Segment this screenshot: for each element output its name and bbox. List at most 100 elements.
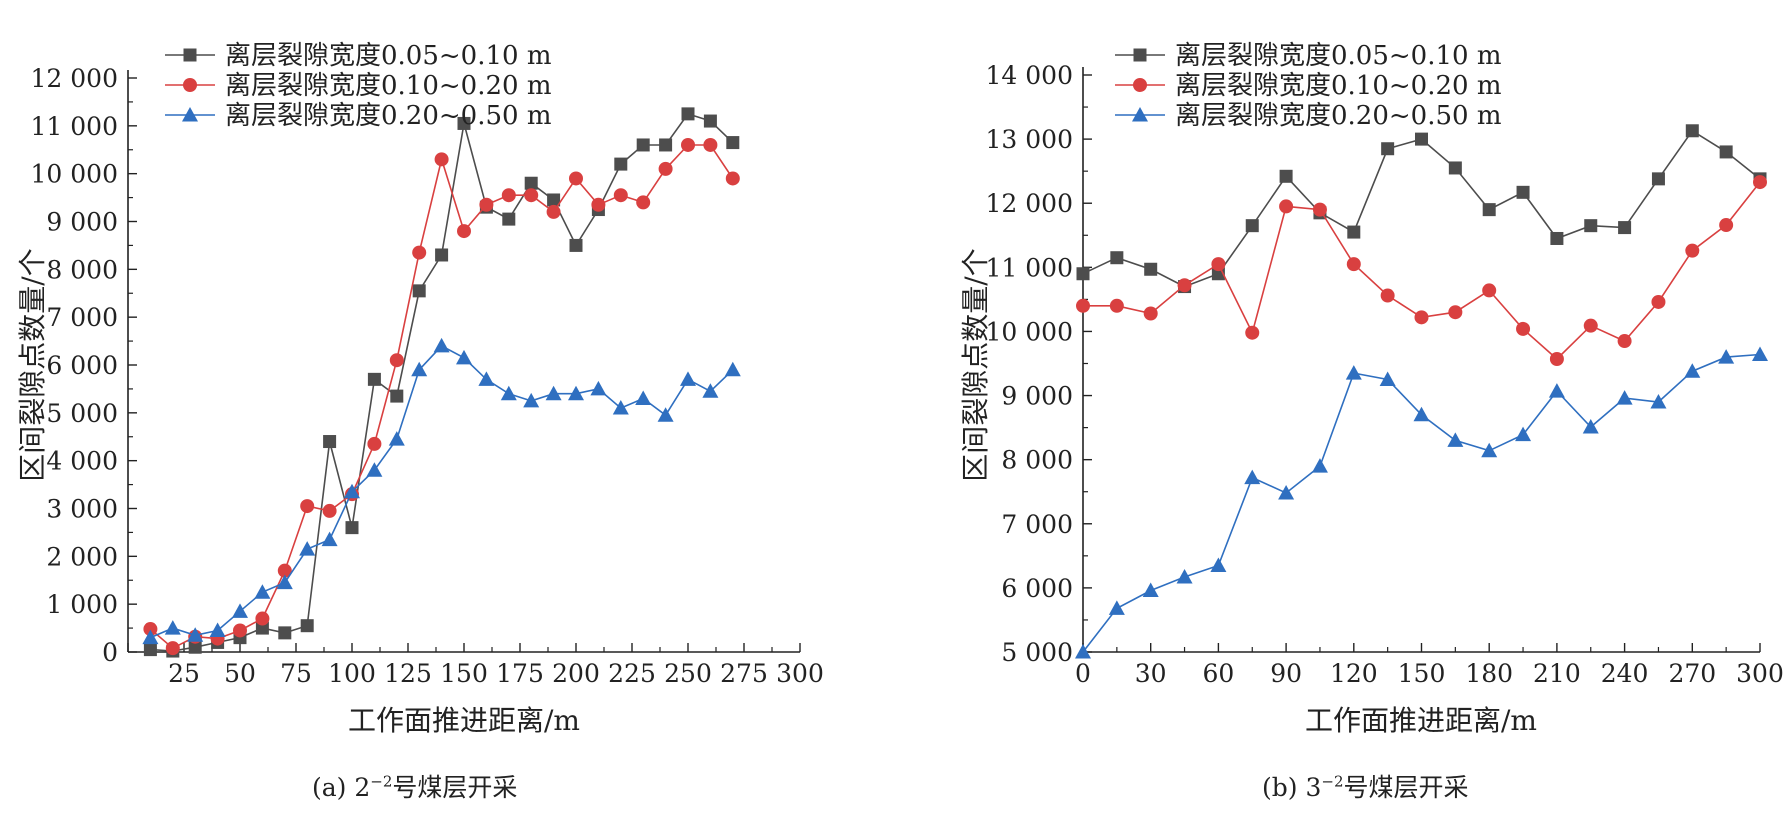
data-point-a-3 — [680, 371, 696, 386]
series-line-a-1 — [150, 112, 734, 652]
data-point-b-3 — [1311, 458, 1328, 473]
data-point-a-1 — [524, 176, 538, 190]
series-b-1 — [1076, 124, 1767, 294]
legend-marker-a — [183, 48, 197, 62]
y-tick-label-a: 8 000 — [46, 255, 118, 284]
y-tick-label-a: 3 000 — [46, 495, 118, 524]
data-point-b-2 — [1516, 321, 1531, 336]
data-point-a-3 — [411, 361, 428, 377]
data-point-a-2 — [479, 197, 494, 212]
x-tick-label-b: 300 — [1736, 659, 1783, 688]
data-point-a-1 — [367, 372, 381, 386]
x-tick-label-b: 90 — [1270, 659, 1302, 688]
data-point-b-1 — [1651, 172, 1665, 186]
data-point-b-3 — [1752, 346, 1768, 362]
data-point-a-1 — [390, 389, 404, 403]
chart-b: 5 000 6 000 7 000 8 000 9 000 10 000 11 000 12 … — [959, 41, 1783, 737]
data-point-b-2 — [1312, 202, 1327, 217]
data-point-a-3 — [164, 620, 181, 635]
data-point-b-2 — [1177, 278, 1192, 293]
x-tick-label-a: 25 — [168, 659, 200, 688]
data-point-b-3 — [1684, 363, 1701, 378]
legend-marker-a — [183, 78, 197, 92]
y-tick-label-a: 12 000 — [31, 64, 118, 93]
data-point-a-3 — [724, 361, 741, 377]
data-point-b-1 — [1685, 124, 1699, 138]
data-point-a-3 — [366, 462, 383, 477]
series-line-b-2 — [1083, 181, 1761, 361]
data-point-b-2 — [1549, 352, 1564, 367]
data-point-a-2 — [681, 137, 695, 152]
data-point-a-3 — [232, 603, 248, 618]
legend-label-b-3: 离层裂隙宽度0.20~0.50 m — [1175, 101, 1502, 131]
data-point-a-3 — [187, 627, 204, 642]
data-point-a-3 — [344, 483, 360, 499]
data-point-b-1 — [1144, 262, 1158, 276]
legend-label-a-2: 离层裂隙宽度0.10~0.20 m — [225, 71, 552, 101]
data-point-b-2 — [1346, 257, 1361, 272]
y-tick-label-b: 14 000 — [986, 61, 1073, 90]
data-point-b-3 — [1075, 644, 1091, 659]
legend-label-a-3: 离层裂隙宽度0.20~0.50 m — [225, 101, 552, 131]
data-point-a-1 — [412, 284, 426, 298]
y-tick-label-a: 2 000 — [46, 542, 118, 571]
data-point-b-3 — [1108, 600, 1125, 615]
caption-b: (b) 3−2号煤层开采 — [1262, 768, 1469, 804]
data-point-b-3 — [1718, 349, 1735, 364]
x-tick-label-b: 120 — [1330, 659, 1378, 688]
data-point-a-2 — [569, 171, 583, 186]
data-point-b-2 — [1482, 283, 1497, 298]
x-tick-label-a: 50 — [224, 659, 256, 688]
data-point-a-1 — [569, 238, 583, 252]
data-point-a-3 — [545, 385, 562, 401]
data-point-b-2 — [1753, 175, 1767, 190]
data-point-b-2 — [1448, 305, 1463, 320]
x-tick-label-a: 250 — [664, 659, 712, 688]
data-point-a-2 — [255, 611, 270, 626]
data-point-a-1 — [726, 136, 740, 150]
data-point-a-2 — [501, 188, 516, 203]
y-tick-label-a: 6 000 — [46, 351, 118, 380]
data-point-b-1 — [1550, 231, 1564, 245]
x-tick-label-b: 210 — [1533, 659, 1581, 688]
data-point-a-3 — [209, 622, 226, 637]
x-tick-label-a: 150 — [440, 659, 488, 688]
data-point-a-1 — [255, 621, 269, 635]
data-point-a-1 — [457, 116, 471, 130]
data-point-b-1 — [1347, 225, 1361, 239]
y-tick-label-b: 7 000 — [1001, 510, 1073, 539]
data-point-b-2 — [1583, 318, 1598, 333]
data-point-b-2 — [1719, 218, 1734, 233]
data-point-a-1 — [188, 640, 202, 654]
x-tick-label-b: 240 — [1601, 659, 1649, 688]
data-point-a-3 — [635, 390, 652, 405]
data-point-a-1 — [300, 619, 314, 633]
data-point-a-2 — [434, 152, 449, 167]
data-point-a-3 — [702, 383, 719, 398]
x-tick-label-a: 200 — [552, 659, 600, 688]
data-point-a-1 — [547, 193, 561, 207]
data-point-b-1 — [1584, 219, 1598, 233]
data-point-b-3 — [1447, 432, 1464, 447]
data-point-a-1 — [345, 521, 359, 535]
data-point-a-2 — [165, 641, 180, 656]
legend-marker-b — [1132, 107, 1148, 122]
data-point-b-1 — [1719, 145, 1733, 159]
caption-a-sup: −2 — [370, 772, 393, 791]
data-point-a-1 — [614, 157, 628, 171]
x-tick-label-a: 300 — [776, 659, 824, 688]
data-point-b-2 — [1211, 257, 1226, 272]
data-point-b-3 — [1244, 469, 1261, 485]
y-tick-label-a: 9 000 — [46, 208, 118, 237]
data-point-b-2 — [1651, 294, 1666, 309]
data-point-b-1 — [1482, 203, 1496, 217]
data-point-a-2 — [367, 436, 382, 451]
y-tick-label-a: 10 000 — [31, 160, 118, 189]
data-point-a-1 — [659, 138, 673, 152]
chart-a: 0 1 000 2 000 3 000 4 000 5 000 6 000 7 000 8 00… — [16, 41, 824, 737]
data-point-b-1 — [1516, 185, 1530, 199]
data-point-b-2 — [1076, 298, 1090, 313]
data-point-b-1 — [1618, 221, 1632, 235]
